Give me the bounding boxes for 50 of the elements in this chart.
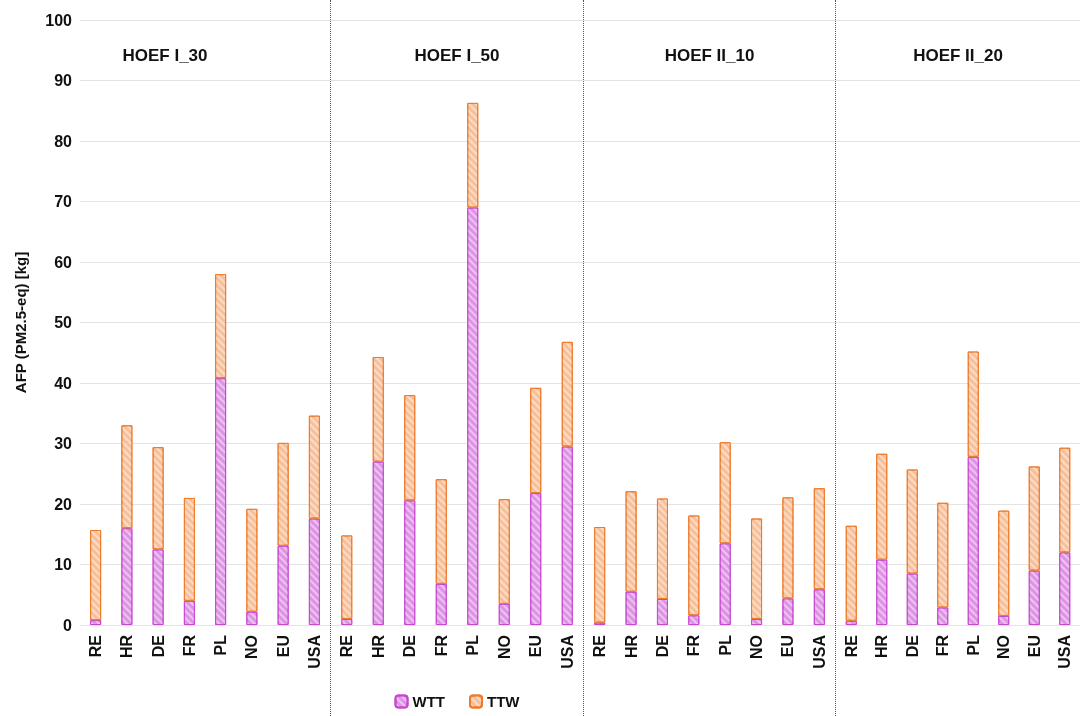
text: HOEF I_50 — [414, 46, 500, 65]
x-tick-label: NO — [748, 635, 766, 659]
x-tick-label: DE — [903, 634, 921, 658]
text: HOEF II_10 — [664, 46, 755, 65]
y-axis-title: AFP (PM2.5-eq) [kg] — [12, 251, 29, 394]
x-tick-label: NO — [995, 635, 1013, 659]
y-tick-label: 80 — [54, 132, 73, 150]
x-tick-label: HR — [118, 634, 136, 659]
x-tick-label: FR — [180, 634, 198, 657]
x-tick-label: DE — [149, 634, 167, 658]
x-tick-label: RE — [591, 634, 609, 658]
y-tick-label: 100 — [45, 11, 73, 29]
x-tick-label: USA — [305, 634, 323, 669]
x-tick-label: FR — [934, 634, 952, 657]
x-tick-label: PL — [212, 634, 230, 656]
x-tick-label: PL — [464, 634, 482, 656]
y-tick-label: 50 — [54, 314, 73, 331]
y-tick-label: 0 — [63, 616, 73, 634]
x-tick-label: PL — [716, 634, 734, 656]
x-tick-label: EU — [779, 635, 797, 658]
y-tick-label: 10 — [54, 556, 73, 573]
x-tick-label: HR — [622, 634, 640, 659]
y-tick-label: 60 — [54, 253, 73, 271]
x-tick-label: USA — [1056, 634, 1074, 669]
text: HOEF I_30 — [122, 46, 208, 65]
x-tick-label: FR — [432, 634, 450, 657]
y-tick-label: 70 — [54, 193, 73, 210]
legend-label: TTW — [487, 693, 521, 710]
x-tick-label: HR — [873, 634, 891, 659]
x-tick-label: NO — [243, 635, 261, 659]
y-tick-label: 90 — [54, 72, 73, 89]
x-tick-label: USA — [558, 634, 576, 669]
x-tick-label: RE — [842, 634, 860, 658]
x-tick-label: HR — [369, 634, 387, 659]
y-tick-label: 20 — [54, 495, 73, 513]
x-tick-label: EU — [1025, 635, 1043, 658]
y-tick-label: 40 — [54, 374, 73, 392]
x-tick-label: EU — [274, 635, 292, 658]
x-tick-label: FR — [685, 634, 703, 657]
x-tick-label: DE — [401, 634, 419, 658]
x-tick-label: RE — [87, 634, 105, 658]
text: HOEF II_20 — [913, 46, 1003, 65]
x-tick-label: USA — [810, 634, 828, 669]
y-tick-label: 30 — [54, 435, 73, 452]
x-tick-label: NO — [495, 635, 513, 659]
x-tick-label: PL — [964, 634, 982, 656]
x-tick-label: DE — [653, 634, 671, 658]
x-tick-label: EU — [527, 635, 545, 658]
legend-label: WTT — [412, 693, 445, 710]
x-tick-label: RE — [338, 634, 356, 658]
